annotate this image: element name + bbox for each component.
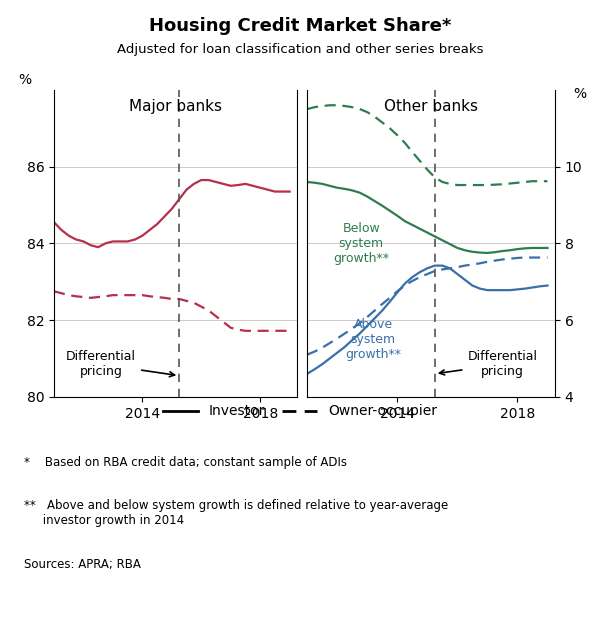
Text: Above
system
growth**: Above system growth** (345, 318, 401, 361)
Text: Sources: APRA; RBA: Sources: APRA; RBA (24, 558, 141, 571)
Y-axis label: %: % (573, 87, 586, 101)
Legend: Investor, Owner-occupier: Investor, Owner-occupier (158, 399, 442, 424)
Text: Major banks: Major banks (129, 99, 222, 114)
Text: Differential
pricing: Differential pricing (439, 350, 538, 378)
Text: Other banks: Other banks (384, 99, 478, 114)
Y-axis label: %: % (18, 73, 31, 87)
Text: Adjusted for loan classification and other series breaks: Adjusted for loan classification and oth… (117, 43, 483, 56)
Text: **   Above and below system growth is defined relative to year-average
     inve: ** Above and below system growth is defi… (24, 499, 448, 527)
Text: Below
system
growth**: Below system growth** (333, 222, 389, 265)
Text: *    Based on RBA credit data; constant sample of ADIs: * Based on RBA credit data; constant sam… (24, 456, 347, 469)
Text: Housing Credit Market Share*: Housing Credit Market Share* (149, 17, 451, 35)
Text: Differential
pricing: Differential pricing (66, 350, 175, 378)
